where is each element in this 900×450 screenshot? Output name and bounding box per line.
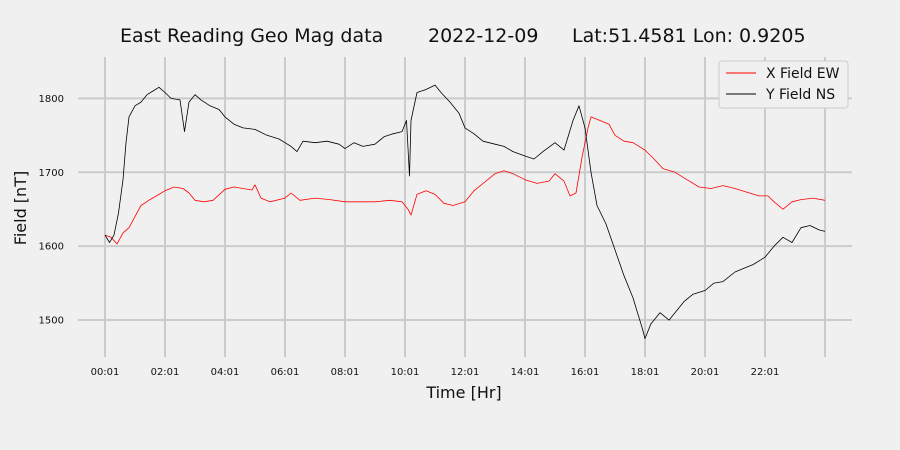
x-tick-label: 06:01	[271, 367, 300, 378]
y-tick-label: 1700	[39, 168, 64, 179]
x-tick-label: 20:01	[691, 367, 720, 378]
chart-title-location: Lat:51.4581 Lon: 0.9205	[572, 25, 806, 47]
y-tick-label: 1500	[39, 316, 64, 327]
x-axis-label: Time [Hr]	[425, 383, 501, 402]
y-tick-label: 1600	[39, 242, 64, 253]
x-tick-label: 12:01	[451, 367, 480, 378]
chart-title-date: 2022-12-09	[428, 25, 538, 47]
x-tick-label: 00:01	[91, 367, 120, 378]
x-tick-label: 22:01	[751, 367, 780, 378]
chart-title-main: East Reading Geo Mag data	[120, 25, 383, 47]
x-tick-label: 08:01	[331, 367, 360, 378]
x-tick-label: 16:01	[571, 367, 600, 378]
legend-label-y-field: Y Field NS	[765, 87, 835, 103]
x-tick-label: 04:01	[211, 367, 240, 378]
tick-labels: 00:01 02:01 04:01 06:01 08:01 10:01 12:01 14:01…	[39, 94, 780, 378]
x-tick-label: 18:01	[631, 367, 660, 378]
y-axis-label: Field [nT]	[11, 171, 30, 245]
legend-label-x-field: X Field EW	[766, 66, 840, 82]
x-tick-label: 02:01	[151, 367, 180, 378]
series-line-x-field-ew	[104, 116, 826, 245]
x-tick-label: 14:01	[511, 367, 540, 378]
series-line-y-field-ns	[104, 84, 826, 339]
y-tick-label: 1800	[39, 94, 64, 105]
x-tick-label: 10:01	[391, 367, 420, 378]
series-lines	[104, 84, 826, 339]
legend: X Field EW Y Field NS	[718, 60, 849, 109]
